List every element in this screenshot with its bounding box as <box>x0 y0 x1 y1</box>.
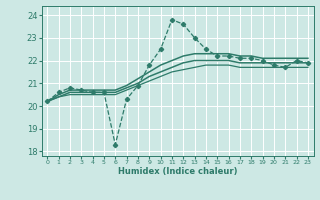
X-axis label: Humidex (Indice chaleur): Humidex (Indice chaleur) <box>118 167 237 176</box>
